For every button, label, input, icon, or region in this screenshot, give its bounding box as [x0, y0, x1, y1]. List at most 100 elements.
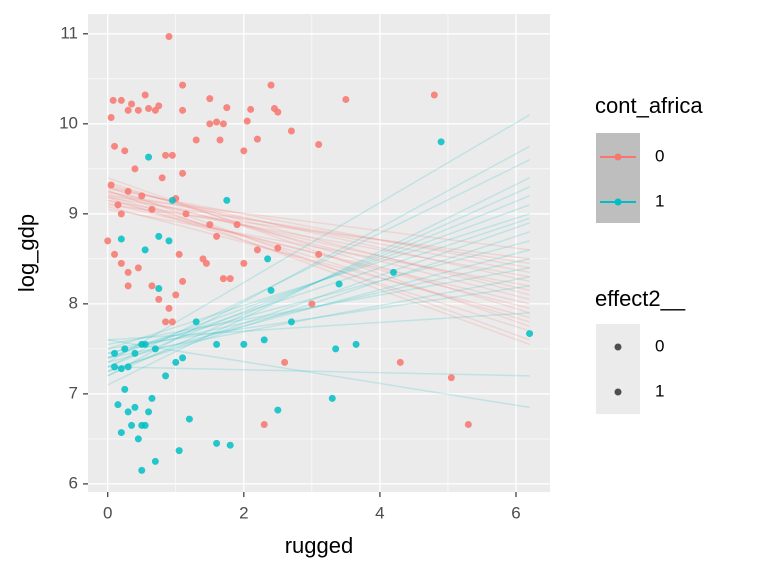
legend-key-bg	[596, 133, 640, 223]
legend-label: 1	[655, 381, 664, 400]
point	[162, 372, 170, 380]
fit-line	[107, 145, 530, 377]
point	[175, 447, 183, 455]
point	[124, 363, 132, 371]
grid	[88, 14, 550, 492]
fit-line	[107, 159, 530, 368]
point	[155, 102, 163, 110]
point	[213, 439, 221, 447]
legend-point	[614, 198, 622, 206]
fit-line	[107, 204, 530, 260]
point	[260, 336, 268, 344]
point	[162, 318, 170, 326]
point	[233, 221, 241, 229]
x-tick-label: 4	[375, 503, 384, 522]
legend-label: 0	[655, 336, 664, 355]
y-tick-label: 6	[69, 473, 78, 492]
point	[352, 340, 360, 348]
y-tick-label: 7	[69, 383, 78, 402]
point	[107, 114, 115, 122]
point	[121, 345, 129, 353]
fit-line	[107, 195, 530, 251]
fit-line	[107, 267, 530, 346]
point	[216, 136, 224, 144]
point	[165, 33, 173, 41]
point	[179, 169, 187, 177]
point	[260, 420, 268, 428]
point	[206, 95, 214, 103]
fit-line	[107, 195, 530, 323]
point	[270, 105, 278, 113]
point	[107, 181, 115, 189]
point	[185, 415, 193, 423]
point	[145, 105, 153, 113]
point	[117, 429, 125, 437]
fit-line	[107, 285, 530, 350]
point	[111, 363, 119, 371]
point	[332, 345, 340, 353]
point	[287, 318, 295, 326]
fit-line	[107, 186, 530, 377]
point	[148, 394, 156, 402]
point	[206, 120, 214, 128]
legend-point	[614, 343, 622, 351]
point	[172, 358, 180, 366]
point	[219, 120, 227, 128]
point	[447, 374, 455, 382]
point	[124, 268, 132, 276]
point	[128, 421, 136, 429]
legend-label: 1	[655, 191, 664, 210]
fit-line	[107, 114, 530, 364]
point	[121, 147, 129, 155]
point	[219, 275, 227, 283]
point	[267, 81, 275, 89]
y-tick-label: 10	[59, 113, 78, 132]
x-tick-label: 2	[239, 503, 248, 522]
point	[158, 174, 166, 182]
fit-line	[107, 187, 530, 269]
point	[274, 244, 282, 252]
y-tick-label: 9	[69, 203, 78, 222]
point	[121, 385, 129, 393]
fit-line	[107, 195, 530, 368]
point	[168, 196, 176, 204]
point	[124, 282, 132, 290]
point	[179, 81, 187, 89]
point	[396, 358, 404, 366]
point	[240, 147, 248, 155]
fit-line	[107, 231, 530, 373]
x-tick-label: 0	[103, 503, 112, 522]
point	[253, 246, 261, 254]
point	[287, 127, 295, 135]
point	[179, 106, 187, 114]
point	[168, 318, 176, 326]
point	[267, 286, 275, 294]
point	[308, 300, 316, 308]
point	[151, 345, 159, 353]
point	[141, 246, 149, 254]
point	[464, 420, 472, 428]
fit-line	[107, 366, 530, 377]
point	[240, 340, 248, 348]
point	[342, 96, 350, 104]
fit-line	[107, 186, 530, 283]
point	[335, 280, 343, 288]
point	[155, 232, 163, 240]
point	[328, 394, 336, 402]
fit-line	[107, 312, 530, 341]
point	[223, 196, 231, 204]
point	[151, 457, 159, 465]
point	[134, 435, 142, 443]
point	[141, 421, 149, 429]
point	[117, 235, 125, 243]
fit-line	[107, 196, 530, 332]
point	[179, 354, 187, 362]
point	[114, 201, 122, 209]
fit-line	[107, 249, 530, 364]
y-axis-title: log_gdp	[14, 214, 39, 292]
fit-line	[107, 191, 530, 274]
point	[437, 138, 445, 146]
fit-line	[107, 196, 530, 265]
point	[111, 250, 119, 258]
